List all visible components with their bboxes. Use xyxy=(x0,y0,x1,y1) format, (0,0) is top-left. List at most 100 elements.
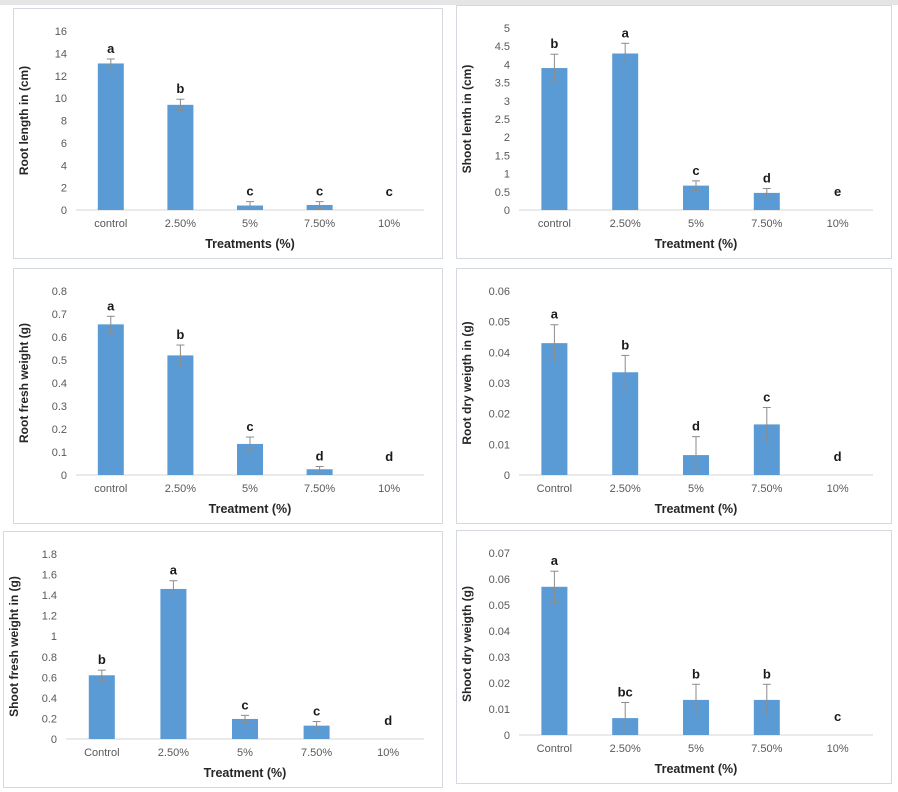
x-axis-title: Treatment (%) xyxy=(204,766,287,780)
cell-root-dry-weight: 0 0.01 0.02 0.03 0.04 0.05 0.06 a Control b 2.50% d… xyxy=(449,264,898,528)
bar xyxy=(541,586,568,735)
y-tick-label: 2 xyxy=(61,183,67,195)
y-axis-title: Shoot fresh weight in (g) xyxy=(7,576,21,717)
x-tick-label: 10% xyxy=(378,218,400,230)
panel-root-fresh-weight: 0 0.1 0.2 0.3 0.4 0.5 0.6 0.7 0.8 a control b 2.50% c… xyxy=(13,268,443,524)
x-tick-label: 7.50% xyxy=(304,483,335,495)
significance-letter: d xyxy=(834,449,842,464)
x-tick-label: 10% xyxy=(827,743,849,755)
y-tick-label: 0 xyxy=(61,470,67,482)
significance-letter: a xyxy=(107,41,115,56)
y-tick-label: 0 xyxy=(504,470,510,482)
significance-letter: a xyxy=(107,298,115,313)
significance-letter: a xyxy=(551,553,559,568)
x-axis-title: Treatments (%) xyxy=(205,237,295,251)
bar xyxy=(303,725,330,739)
x-axis-title: Treatment (%) xyxy=(209,502,292,516)
significance-letter: a xyxy=(170,563,178,578)
significance-letter: d xyxy=(316,448,324,463)
x-tick-label: 5% xyxy=(237,747,253,759)
y-tick-label: 0.05 xyxy=(489,317,510,329)
x-tick-label: 5% xyxy=(242,483,258,495)
cell-shoot-length: 0 0.5 1 1.5 2 2.5 3 3.5 4 4.5 5 b control a 2.50% c 5% d 7… xyxy=(449,0,898,264)
x-tick-label: 7.50% xyxy=(751,743,782,755)
bar xyxy=(160,588,187,739)
y-tick-label: 1 xyxy=(51,631,57,643)
y-axis-title: Shoot lenth in (cm) xyxy=(460,65,474,174)
panel-root-dry-weight: 0 0.01 0.02 0.03 0.04 0.05 0.06 a Control b 2.50% d… xyxy=(456,268,892,524)
x-tick-label: control xyxy=(538,218,571,230)
bar xyxy=(232,718,258,739)
significance-letter: e xyxy=(834,184,841,199)
cell-shoot-dry-weight: 0 0.01 0.02 0.03 0.04 0.05 0.06 0.07 a Control bc 2… xyxy=(449,528,898,792)
y-tick-label: 8 xyxy=(61,116,67,128)
panel-shoot-fresh-weight: 0 0.2 0.4 0.6 0.8 1 1.2 1.4 1.6 1.8 b Control a 2.50%… xyxy=(3,531,443,788)
y-tick-label: 0.6 xyxy=(42,672,57,684)
significance-letter: bc xyxy=(618,685,633,700)
y-tick-label: 0.03 xyxy=(489,378,510,390)
bar xyxy=(88,675,115,739)
x-tick-label: 10% xyxy=(377,747,399,759)
y-tick-label: 1.6 xyxy=(42,570,57,582)
y-tick-label: 10 xyxy=(55,93,67,105)
cell-shoot-fresh-weight: 0 0.2 0.4 0.6 0.8 1 1.2 1.4 1.6 1.8 b Control a 2.50%… xyxy=(0,528,449,792)
page-top-border xyxy=(0,0,898,5)
bar xyxy=(753,192,780,210)
x-tick-label: control xyxy=(94,218,127,230)
bar xyxy=(612,53,639,211)
panel-shoot-length: 0 0.5 1 1.5 2 2.5 3 3.5 4 4.5 5 b control a 2.50% c 5% d 7… xyxy=(456,5,892,259)
y-tick-label: 3.5 xyxy=(495,78,510,90)
y-tick-label: 0.5 xyxy=(52,355,67,367)
y-axis-title: Root fresh weight (g) xyxy=(17,323,31,443)
significance-letter: c xyxy=(763,390,770,405)
bar xyxy=(167,355,194,475)
y-tick-label: 0 xyxy=(504,205,510,217)
bar xyxy=(97,63,124,210)
y-tick-label: 0.1 xyxy=(52,447,67,459)
y-tick-label: 0.04 xyxy=(489,626,510,638)
x-tick-label: 7.50% xyxy=(751,218,782,230)
x-tick-label: 2.50% xyxy=(610,218,641,230)
y-tick-label: 0 xyxy=(504,730,510,742)
x-tick-label: 2.50% xyxy=(158,747,189,759)
x-tick-label: 5% xyxy=(688,743,704,755)
chart-root-dry-weight: 0 0.01 0.02 0.03 0.04 0.05 0.06 a Control b 2.50% d… xyxy=(460,286,873,516)
y-tick-label: 0.05 xyxy=(489,600,510,612)
y-tick-label: 4 xyxy=(61,160,67,172)
significance-letter: c xyxy=(316,184,323,199)
significance-letter: d xyxy=(763,171,771,186)
chart-root-length: 0 2 4 6 8 10 12 14 16 a control b 2.50% c 5% c 7.50% c 10%… xyxy=(17,26,424,251)
significance-letter: c xyxy=(241,697,248,712)
y-tick-label: 0.02 xyxy=(489,678,510,690)
y-tick-label: 0.2 xyxy=(52,424,67,436)
x-tick-label: Control xyxy=(537,483,572,495)
y-tick-label: 0.7 xyxy=(52,309,67,321)
y-tick-label: 0.2 xyxy=(42,713,57,725)
significance-letter: a xyxy=(622,25,630,40)
cell-root-fresh-weight: 0 0.1 0.2 0.3 0.4 0.5 0.6 0.7 0.8 a control b 2.50% c… xyxy=(0,264,449,528)
significance-letter: c xyxy=(313,704,320,719)
x-tick-label: 5% xyxy=(688,218,704,230)
bar xyxy=(541,68,568,210)
y-axis-title: Root dry weigth in (g) xyxy=(460,321,474,444)
y-tick-label: 0.4 xyxy=(52,378,67,390)
bar xyxy=(97,324,124,475)
significance-letter: c xyxy=(386,184,393,199)
significance-letter: c xyxy=(246,419,253,434)
significance-letter: b xyxy=(621,337,629,352)
chart-shoot-fresh-weight: 0 0.2 0.4 0.6 0.8 1 1.2 1.4 1.6 1.8 b Control a 2.50%… xyxy=(7,549,424,780)
x-tick-label: 2.50% xyxy=(165,218,196,230)
y-tick-label: 16 xyxy=(55,26,67,38)
x-tick-label: 7.50% xyxy=(301,747,332,759)
x-tick-label: control xyxy=(94,483,127,495)
y-tick-label: 0.8 xyxy=(52,286,67,298)
x-tick-label: 10% xyxy=(827,483,849,495)
x-tick-label: 5% xyxy=(242,218,258,230)
y-tick-label: 1.4 xyxy=(42,590,57,602)
panel-shoot-dry-weight: 0 0.01 0.02 0.03 0.04 0.05 0.06 0.07 a Control bc 2… xyxy=(456,530,892,784)
bar xyxy=(541,343,568,475)
y-axis-title: Shoot dry weigth (g) xyxy=(460,586,474,702)
y-tick-label: 3 xyxy=(504,96,510,108)
x-tick-label: 2.50% xyxy=(165,483,196,495)
y-tick-label: 0.8 xyxy=(42,652,57,664)
